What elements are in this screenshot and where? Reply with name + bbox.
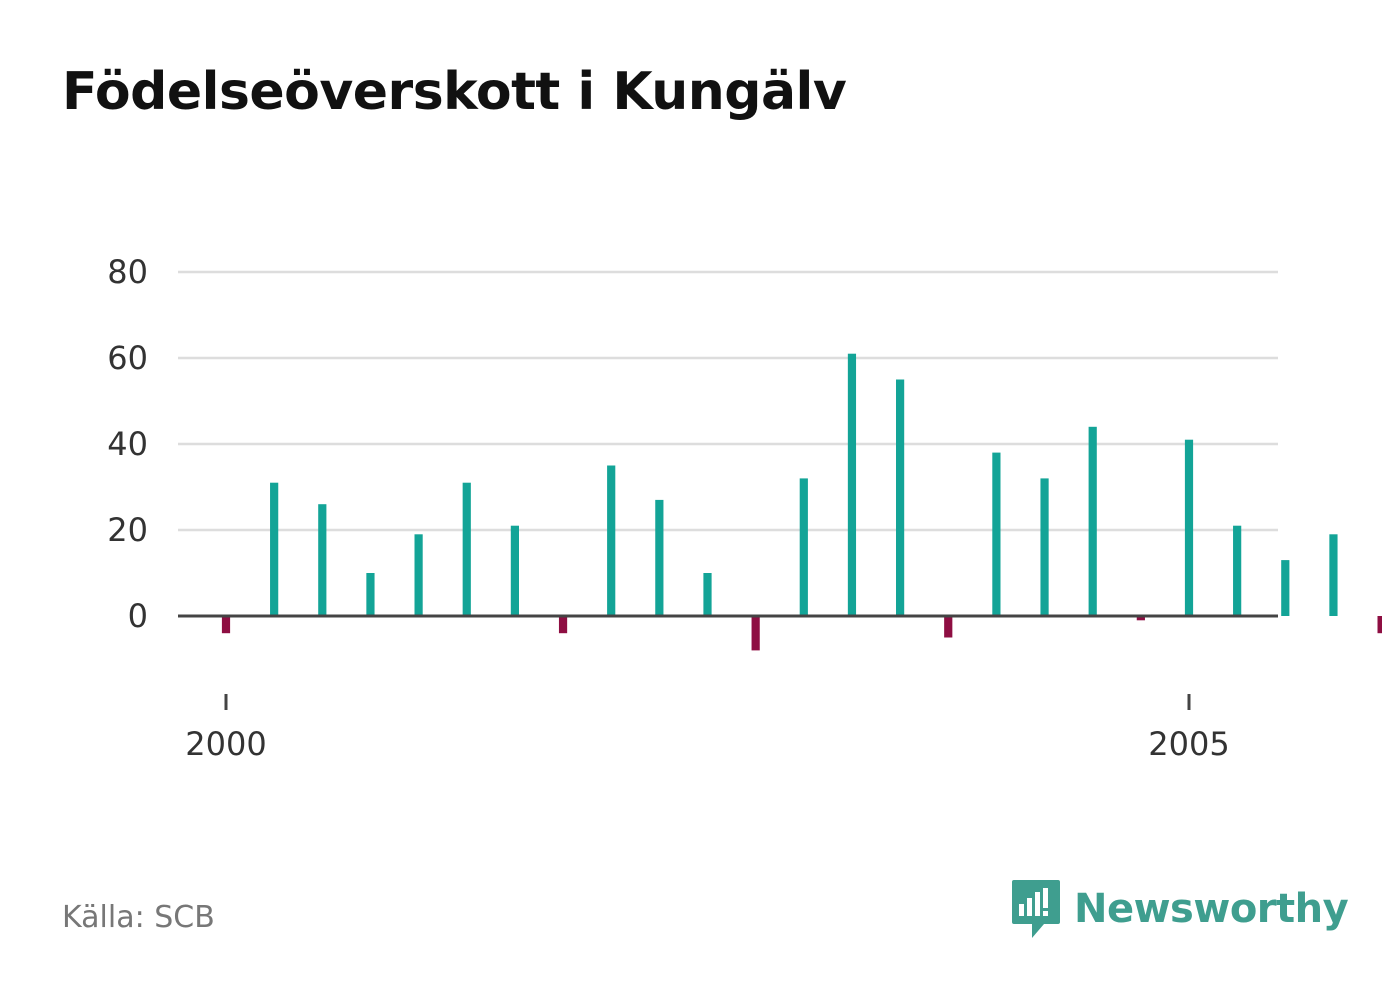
y-tick-label: 60 — [107, 339, 148, 377]
y-tick-label: 0 — [128, 597, 148, 635]
bar — [799, 478, 808, 616]
x-tick-label: 2000 — [185, 725, 266, 763]
brand-name: Newsworthy — [1074, 886, 1349, 932]
bar — [607, 465, 616, 616]
bar — [414, 534, 423, 616]
axes: 020406080200020052010201520202025 — [107, 253, 1278, 763]
bar — [318, 504, 327, 616]
y-tick-label: 80 — [107, 253, 148, 291]
chart-title: Födelseöverskott i Kungälv — [62, 62, 847, 122]
bars — [221, 353, 1382, 651]
bar — [1233, 525, 1242, 616]
bar — [896, 379, 905, 616]
y-tick-label: 20 — [107, 511, 148, 549]
bar — [1184, 439, 1194, 616]
bar — [1040, 478, 1049, 616]
bar — [1377, 616, 1382, 634]
brand-logo[interactable]: Newsworthy — [1010, 878, 1349, 940]
bar — [1136, 616, 1145, 621]
bar — [1329, 534, 1338, 616]
x-tick-label: 2005 — [1148, 725, 1229, 763]
gridlines — [178, 270, 1278, 532]
bar — [751, 616, 760, 651]
bar — [703, 573, 712, 616]
source-note: Källa: SCB — [62, 900, 215, 935]
bar — [366, 573, 375, 616]
bar — [462, 482, 471, 616]
bar — [655, 499, 664, 616]
bar — [1281, 560, 1290, 616]
bar — [221, 616, 231, 634]
bar — [1088, 426, 1097, 616]
bar — [270, 482, 279, 616]
bar — [558, 616, 568, 634]
bar — [510, 525, 519, 616]
bar — [944, 616, 953, 638]
bar — [847, 353, 857, 616]
newsworthy-logo-icon — [1012, 880, 1060, 938]
bar — [992, 452, 1001, 616]
y-tick-label: 40 — [107, 425, 148, 463]
